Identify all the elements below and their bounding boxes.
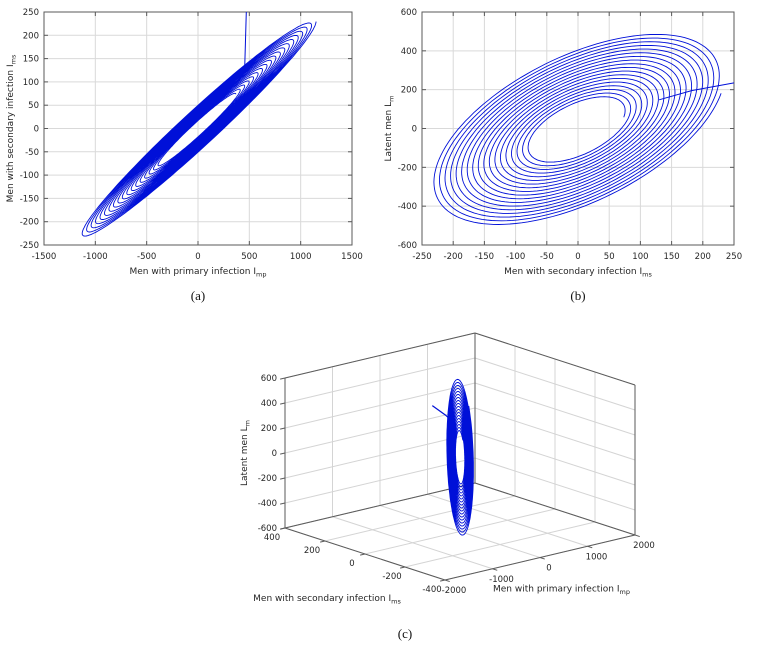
x-tick-label: -250 [412,252,431,262]
x-tick-label: 0 [546,564,551,574]
y-tick-label: 400 [264,533,280,543]
y-tick-label: 200 [304,546,320,556]
x-tick-label: -2000 [442,586,467,596]
z-tick-label: 400 [261,399,277,409]
trajectory-spiral [433,33,722,225]
y-axis-label: Men with secondary infection Ims [253,594,401,606]
x-tick-label: 0 [575,252,580,262]
x-tick-label: -100 [506,252,525,262]
trajectory-spiral [446,378,474,536]
y-tick-label: -600 [398,241,417,251]
z-tick-label: -200 [258,474,277,484]
y-axis-label: Latent men Lm [384,96,396,162]
z-tick-label: 0 [272,449,277,459]
x-tick-label: -1000 [83,252,108,262]
z-axis-label: Latent men Lm [240,420,252,486]
y-tick-label: 100 [23,78,39,88]
x-tick-label: 150 [663,252,679,262]
trajectory-transient [244,11,247,68]
trajectory-spiral [81,21,317,237]
caption-a: (a) [190,288,206,303]
y-tick-label: -50 [25,148,39,158]
z-tick-label: -400 [258,499,277,509]
x-tick-label: 1000 [290,252,312,262]
x-tick-label: -1500 [32,252,57,262]
x-tick-label: -500 [137,252,156,262]
x-tick-label: 50 [604,252,615,262]
x-tick-label: 0 [195,252,200,262]
y-tick-label: 0 [412,125,417,135]
x-tick-label: -200 [444,252,463,262]
x-tick-label: 500 [241,252,257,262]
y-tick-label: 0 [34,125,39,135]
x-tick-label: -50 [540,252,554,262]
y-tick-label: -400 [422,585,441,595]
z-tick-label: 200 [261,424,277,434]
y-tick-label: 150 [23,55,39,65]
z-tick-label: 600 [261,374,277,384]
x-axis-label: Men with secondary infection Ims [504,267,652,279]
z-tick-label: -600 [258,524,277,534]
y-tick-label: 250 [23,8,39,18]
y-tick-label: 200 [23,31,39,41]
x-axis-label: Men with primary infection Imp [493,584,630,596]
plot-b: -250 -200 -150 -100 -50 0 50 100 150 200 250 -600 -4… [384,8,742,279]
y-tick-label: 200 [401,86,417,96]
plot-a: -1500 -1000 -500 0 500 1000 1500-250-200-150-1… [6,8,363,279]
x-tick-label: 250 [726,252,742,262]
y-tick-label: -150 [20,194,39,204]
y-tick-label: 50 [28,101,39,111]
y-tick-label: -100 [20,171,39,181]
x-tick-label: -1000 [489,575,514,585]
x-tick-label: 1000 [586,552,608,562]
y-tick-label: 600 [401,8,417,18]
x-tick-label: 200 [695,252,711,262]
y-tick-label: -200 [382,572,401,582]
y-axis-label: Men with secondary infection Ims [6,54,18,202]
plot-c: -2000-1000010002000-400-2000200400-600-4… [240,332,655,606]
y-tick-label: 0 [349,559,354,569]
y-tick-label: -400 [398,202,417,212]
y-tick-label: 400 [401,47,417,57]
axes-box [43,11,353,246]
axes-box [421,11,735,246]
caption-c: (c) [397,626,413,641]
x-tick-label: 1500 [341,252,363,262]
x-axis-label: Men with primary infection Imp [130,267,267,279]
y-tick-label: -200 [398,163,417,173]
x-tick-label: -150 [475,252,494,262]
y-tick-label: -250 [20,241,39,251]
caption-b: (b) [570,288,586,303]
x-tick-label: 100 [632,252,648,262]
x-tick-label: 2000 [633,541,655,551]
y-tick-label: -200 [20,218,39,228]
